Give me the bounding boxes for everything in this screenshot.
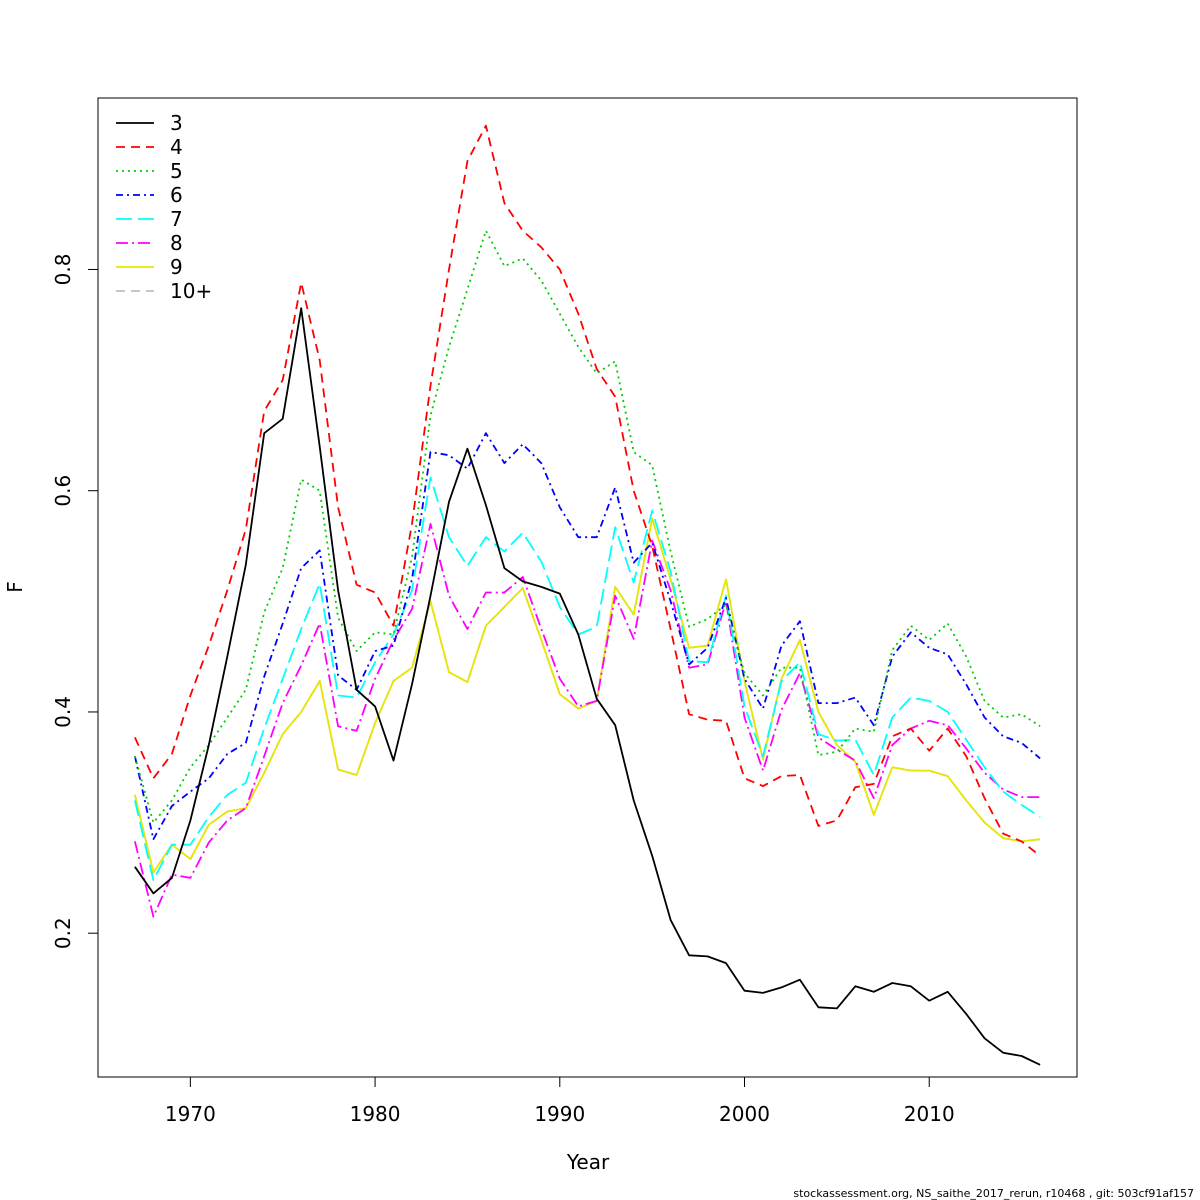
x-axis: 1970 1980 1990 2000 2010 — [165, 1076, 955, 1126]
y-axis: 0.2 0.4 0.6 0.8 — [51, 254, 99, 949]
series-line-3 — [134, 307, 1041, 1066]
legend-label: 8 — [170, 231, 183, 255]
x-tick-label: 1970 — [165, 1102, 216, 1126]
x-axis-title: Year — [566, 1150, 610, 1174]
legend-label: 9 — [170, 255, 183, 279]
x-tick-label: 2000 — [719, 1102, 770, 1126]
series-line-8 — [134, 523, 1041, 918]
y-tick-label: 0.4 — [51, 696, 75, 728]
legend-label: 4 — [170, 135, 183, 159]
x-tick-label: 1980 — [350, 1102, 401, 1126]
series-line-10plus — [134, 517, 1041, 874]
series-line-4 — [134, 124, 1041, 857]
y-axis-title: F — [3, 581, 27, 593]
series-line-5 — [134, 229, 1041, 824]
series-line-9 — [134, 517, 1041, 874]
plot-area — [97, 97, 1078, 1078]
series-line-7 — [134, 476, 1041, 881]
x-tick-label: 2010 — [904, 1102, 955, 1126]
legend-label: 6 — [170, 183, 183, 207]
footer-credit: stockassessment.org, NS_saithe_2017_reru… — [793, 1187, 1194, 1200]
legend-label: 10+ — [170, 279, 212, 303]
series-line-6 — [134, 432, 1041, 841]
legend-label: 3 — [170, 111, 183, 135]
series-layer — [134, 124, 1041, 1066]
y-tick-label: 0.2 — [51, 917, 75, 949]
legend-label: 5 — [170, 159, 183, 183]
y-tick-label: 0.8 — [51, 254, 75, 286]
legend-label: 7 — [170, 207, 183, 231]
y-tick-label: 0.6 — [51, 475, 75, 507]
x-tick-label: 1990 — [534, 1102, 585, 1126]
